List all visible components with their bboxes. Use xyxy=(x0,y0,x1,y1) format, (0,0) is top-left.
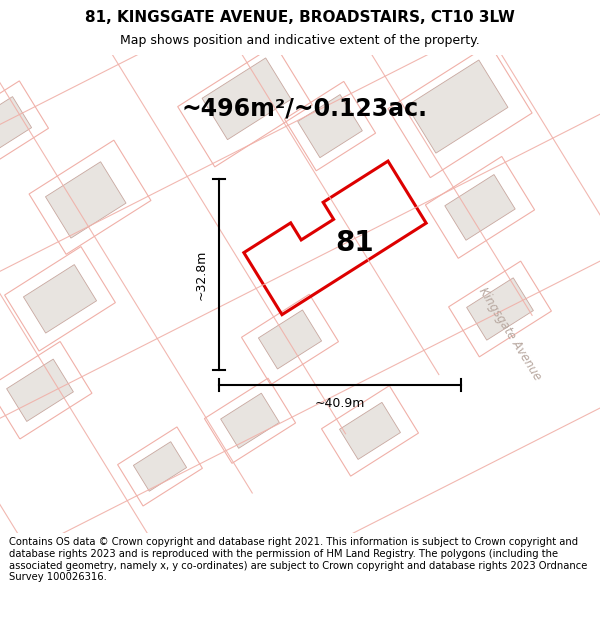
Polygon shape xyxy=(340,402,400,459)
Polygon shape xyxy=(46,162,126,238)
Polygon shape xyxy=(407,60,508,153)
Polygon shape xyxy=(202,58,291,139)
Polygon shape xyxy=(221,393,280,448)
Polygon shape xyxy=(467,278,533,340)
Text: ~496m²/~0.123ac.: ~496m²/~0.123ac. xyxy=(182,97,428,121)
Text: Contains OS data © Crown copyright and database right 2021. This information is : Contains OS data © Crown copyright and d… xyxy=(9,538,587,582)
Polygon shape xyxy=(23,264,97,333)
Polygon shape xyxy=(445,174,515,240)
Polygon shape xyxy=(298,94,362,158)
Polygon shape xyxy=(259,310,322,369)
Text: 81, KINGSGATE AVENUE, BROADSTAIRS, CT10 3LW: 81, KINGSGATE AVENUE, BROADSTAIRS, CT10 … xyxy=(85,10,515,25)
Polygon shape xyxy=(133,442,187,491)
Text: ~40.9m: ~40.9m xyxy=(315,397,365,409)
Text: 81: 81 xyxy=(335,229,374,257)
Text: Kingsgate Avenue: Kingsgate Avenue xyxy=(476,286,544,383)
Text: ~32.8m: ~32.8m xyxy=(195,249,208,299)
Polygon shape xyxy=(7,359,73,421)
Polygon shape xyxy=(0,97,32,156)
Text: Map shows position and indicative extent of the property.: Map shows position and indicative extent… xyxy=(120,34,480,47)
